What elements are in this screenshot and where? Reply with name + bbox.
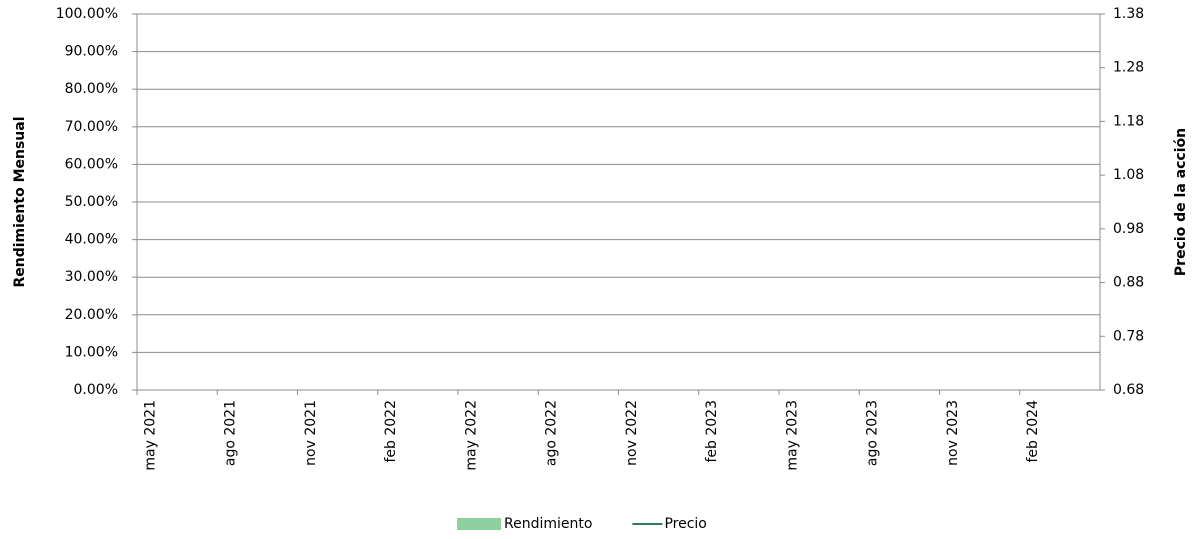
y2-tick-label: 1.28 [1113,60,1144,76]
y-tick-label: 20.00% [65,307,118,323]
y2-tick-label: 0.98 [1113,221,1144,237]
y2-tick-label: 1.18 [1113,113,1144,129]
y2-tick-label: 0.78 [1113,328,1144,344]
y2-axis-title: Precio de la acción [1173,128,1189,276]
x-tick-label: ago 2022 [544,400,560,466]
y2-tick-label: 0.88 [1113,275,1144,291]
x-tick-label: feb 2022 [383,400,399,463]
y-tick-label: 90.00% [65,44,118,60]
y-tick-label: 70.00% [65,119,118,135]
x-tick-label: feb 2024 [1025,400,1041,463]
y2-tick-label: 1.08 [1113,167,1144,183]
x-tick-label: feb 2023 [704,400,720,463]
y-tick-label: 30.00% [65,269,118,285]
y2-tick-label: 1.38 [1113,6,1144,22]
x-tick-label: may 2021 [142,400,158,471]
x-tick-label: nov 2022 [624,400,640,466]
y-tick-label: 0.00% [74,382,118,398]
y2-tick-label: 0.68 [1113,382,1144,398]
y-tick-label: 100.00% [56,6,118,22]
x-tick-label: ago 2021 [223,400,239,466]
y-axis-title: Rendimiento Mensual [12,116,28,287]
legend-swatch [457,518,501,530]
y-tick-label: 60.00% [65,156,118,172]
x-tick-label: nov 2021 [303,400,319,466]
x-tick-label: may 2022 [463,400,479,471]
legend-label: Rendimiento [504,516,592,532]
y-tick-label: 50.00% [65,194,118,210]
y-tick-label: 80.00% [65,81,118,97]
x-tick-label: may 2023 [784,400,800,471]
y-tick-label: 40.00% [65,232,118,248]
y-tick-label: 10.00% [65,344,118,360]
x-tick-label: ago 2023 [865,400,881,466]
legend-label: Precio [664,516,706,532]
x-tick-label: nov 2023 [945,400,961,466]
